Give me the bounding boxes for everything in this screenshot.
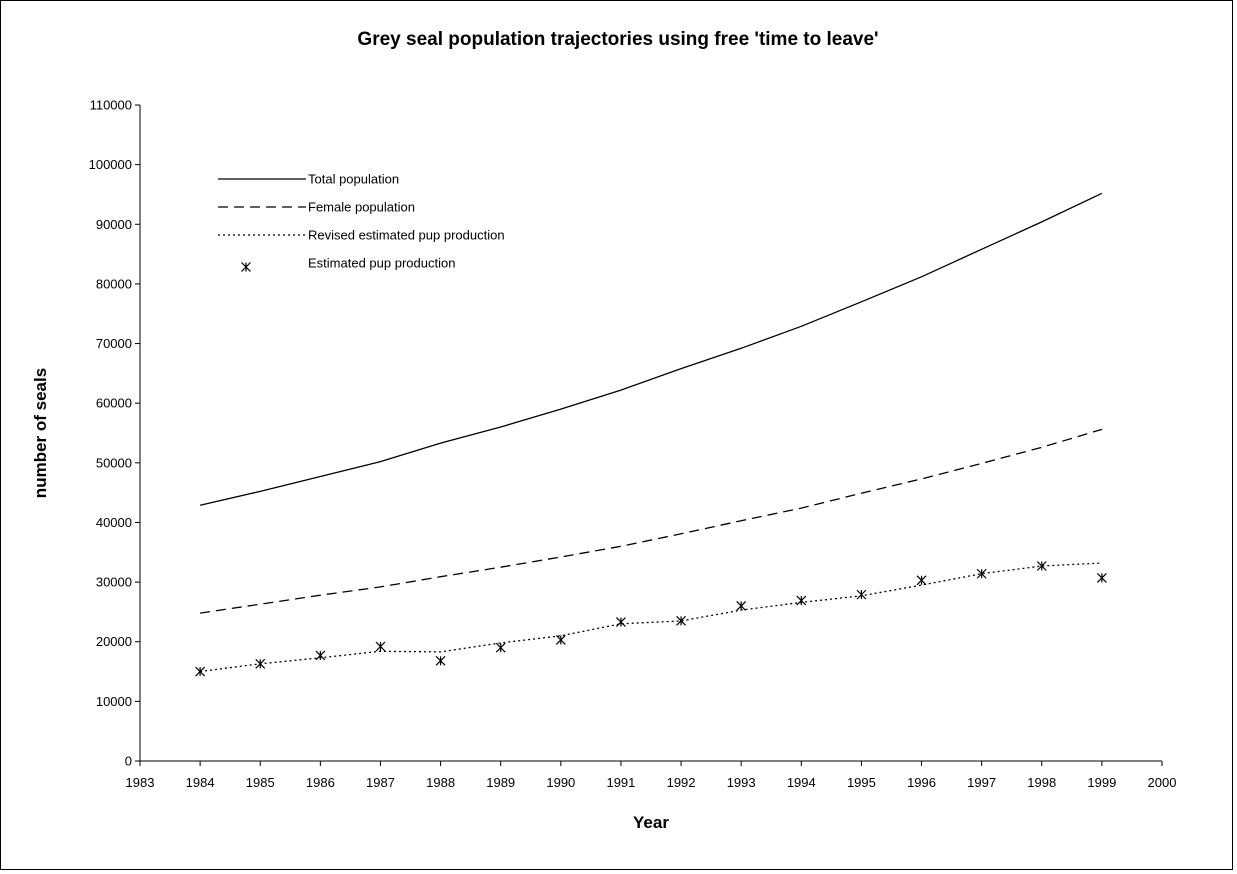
x-tick-label: 1988	[426, 775, 455, 790]
y-tick-label: 40000	[96, 515, 132, 530]
y-tick-label: 100000	[89, 157, 132, 172]
series-line-solid	[199, 192, 1103, 506]
data-point-star	[676, 615, 686, 626]
data-point-star	[616, 617, 626, 627]
y-tick-label: 90000	[96, 217, 132, 232]
x-tick-label: 1993	[727, 775, 756, 790]
series-line-dashed	[200, 428, 1103, 614]
y-tick-label: 50000	[96, 455, 132, 470]
x-tick-label: 1986	[306, 775, 335, 790]
y-axis-title: number of seals	[31, 368, 50, 498]
x-tick-label: 1987	[366, 775, 395, 790]
data-point-star	[976, 568, 987, 579]
x-tick-label: 1989	[486, 775, 515, 790]
x-tick-label: 1983	[126, 775, 155, 790]
legend-label: Revised estimated pup production	[308, 228, 505, 243]
y-tick-label: 20000	[96, 634, 132, 649]
y-tick-label: 0	[125, 754, 132, 769]
y-tick-label: 80000	[96, 276, 132, 291]
plot-area: 0 10000 20000 30000 40000 50000 60000 70000 8000…	[89, 98, 1177, 791]
y-tick-label: 10000	[96, 694, 132, 709]
chart-title: Grey seal population trajectories using …	[357, 29, 878, 50]
data-point-star	[195, 666, 206, 677]
data-point-star	[375, 641, 386, 652]
legend-entry: Total population	[218, 172, 399, 187]
data-point-star	[555, 635, 566, 645]
data-point-star	[856, 589, 867, 600]
x-tick-label: 1985	[246, 775, 275, 790]
x-tick-label: 1990	[546, 775, 575, 790]
data-point-star	[736, 601, 747, 611]
data-point-star	[315, 650, 326, 661]
legend-label: Total population	[308, 172, 399, 187]
x-tick-label: 1984	[186, 775, 215, 790]
x-tick-label: 1998	[1027, 775, 1056, 790]
data-point-star	[1036, 561, 1047, 571]
x-tick-label: 1997	[967, 775, 996, 790]
x-tick-label: 1992	[667, 775, 696, 790]
y-tick-label: 30000	[96, 575, 132, 590]
x-tick-label: 1991	[606, 775, 635, 790]
legend-entry: Estimated pup production	[241, 256, 455, 272]
legend-entry: Female population	[218, 200, 415, 215]
x-tick-label: 1995	[847, 775, 876, 790]
y-tick-label: 110000	[90, 98, 132, 113]
data-point-star	[495, 642, 506, 653]
data-point-star	[916, 575, 927, 586]
x-tick-label: 1994	[787, 775, 816, 790]
series-line-dotted	[200, 562, 1102, 673]
legend: Total population Female population Revised…	[218, 172, 505, 272]
data-point-star	[255, 658, 266, 669]
data-point-star	[435, 655, 446, 666]
y-tick-label: 60000	[96, 396, 132, 411]
data-point-star	[796, 595, 807, 606]
legend-label: Female population	[308, 200, 415, 215]
x-tick-label: 2000	[1148, 775, 1177, 790]
x-tick-label: 1999	[1087, 775, 1116, 790]
x-axis-title: Year	[633, 813, 669, 832]
legend-label: Estimated pup production	[308, 256, 455, 271]
x-tick-label: 1996	[907, 775, 936, 790]
y-tick-label: 70000	[96, 336, 132, 351]
data-point-star	[1096, 572, 1107, 583]
legend-entry: Revised estimated pup production	[218, 228, 505, 243]
